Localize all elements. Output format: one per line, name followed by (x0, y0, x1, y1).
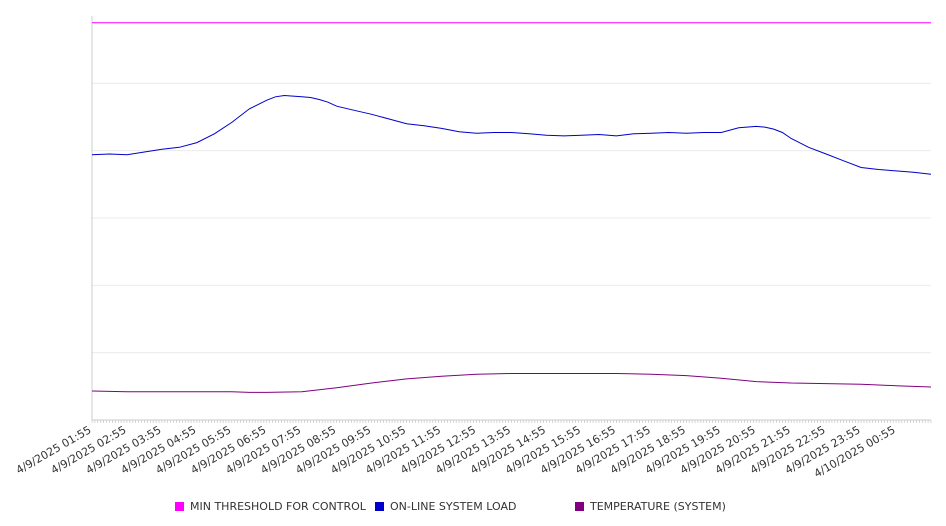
legend-item-system-load: ON-LINE SYSTEM LOAD (375, 499, 516, 513)
series-line-2 (91, 373, 932, 393)
series-line-1 (91, 94, 932, 175)
legend-label-system-load: ON-LINE SYSTEM LOAD (390, 499, 517, 513)
legend-label-temperature: TEMPERATURE (SYSTEM) (590, 499, 726, 513)
legend-swatch-system-load (375, 501, 384, 511)
series-group (91, 22, 932, 393)
legend-item-temperature: TEMPERATURE (SYSTEM) (575, 499, 726, 513)
x-tick-labels: 4/9/2025 01:554/9/2025 02:554/9/2025 03:… (14, 423, 898, 480)
gridlines (92, 82, 931, 354)
legend-label-min-threshold: MIN THRESHOLD FOR CONTROL (190, 499, 366, 513)
legend-item-min-threshold: MIN THRESHOLD FOR CONTROL (175, 499, 366, 513)
x-minor-ticks (91, 420, 932, 423)
legend-swatch-min-threshold (175, 501, 184, 511)
legend-swatch-temperature (575, 501, 584, 511)
